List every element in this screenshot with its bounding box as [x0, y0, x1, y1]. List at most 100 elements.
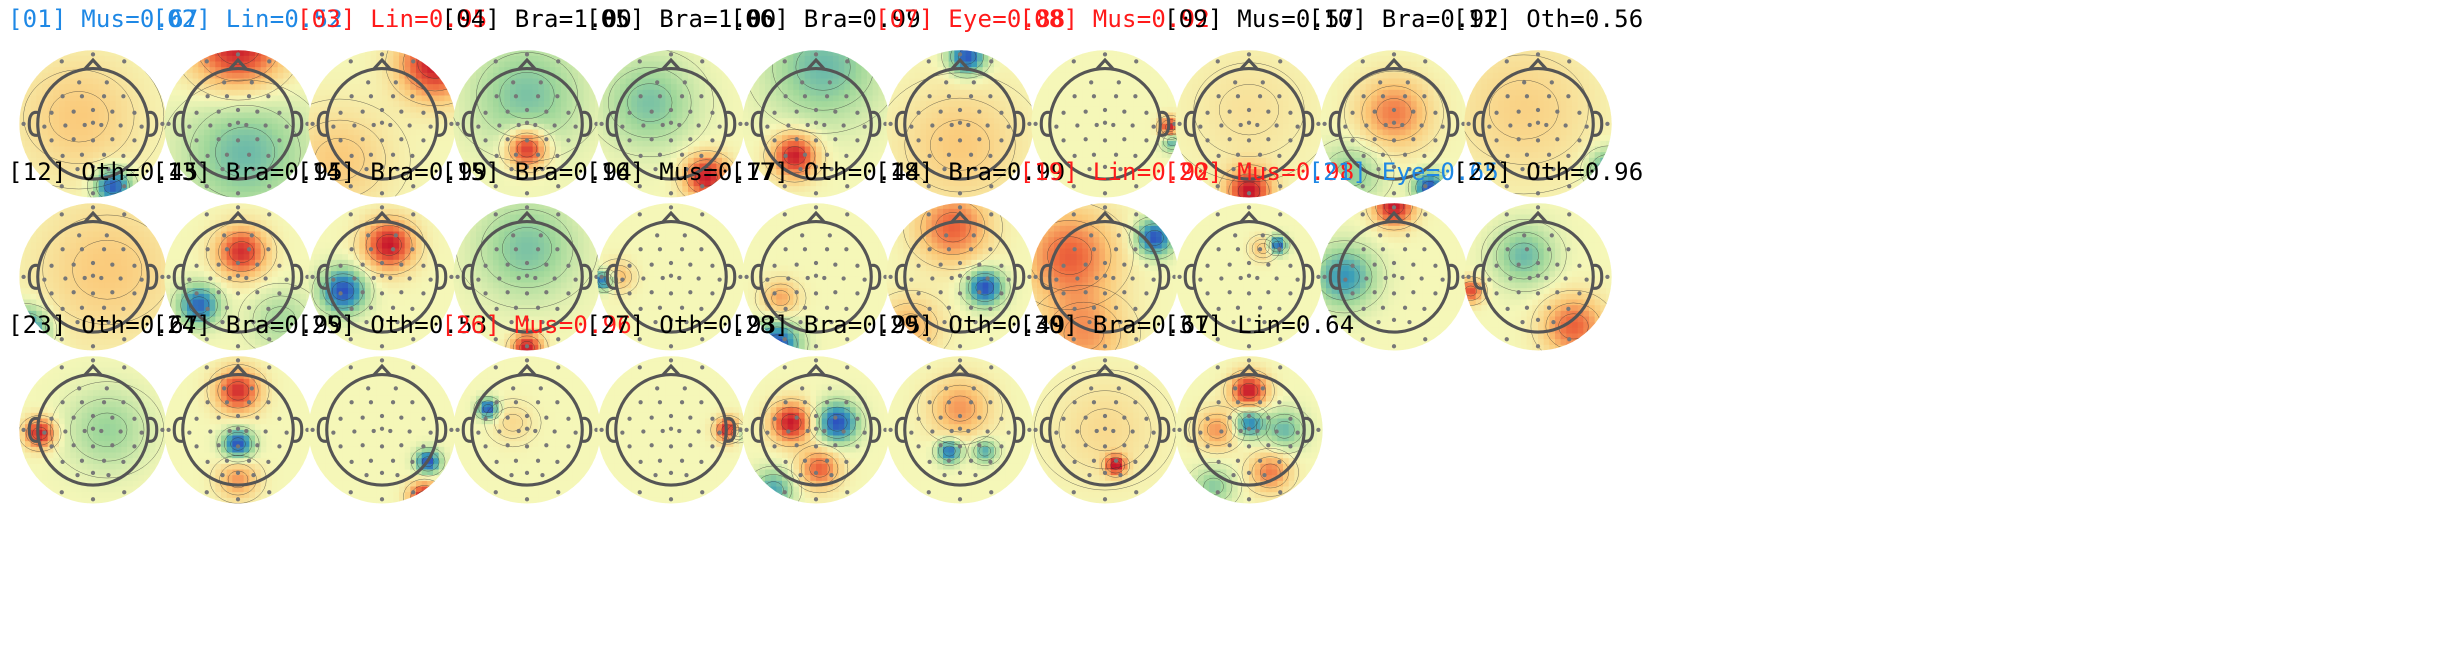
electrode-dot [1143, 444, 1149, 449]
component-panel: [18] Bra=0.99 [875, 157, 1100, 379]
scalp-topomap [886, 203, 1034, 351]
electrode-dot [1094, 122, 1099, 128]
electrode-dot [989, 365, 994, 370]
head-outline [469, 220, 584, 334]
electrode-dot [379, 444, 385, 449]
electrode-dot [428, 430, 433, 435]
electrode-dot [75, 320, 80, 325]
electrode-dot [771, 291, 777, 296]
electrode-dot [421, 444, 426, 449]
nose-marker [1383, 210, 1404, 224]
electrode-dot [1088, 80, 1093, 85]
electrode-dot [988, 306, 993, 312]
electrode-dot [204, 490, 209, 495]
electrode-dot [122, 212, 127, 217]
electrode-dot [668, 497, 674, 502]
electrode-dot [482, 263, 488, 268]
electrode-dot [782, 400, 788, 405]
electrode-dot [1524, 305, 1530, 310]
electrode-set [599, 358, 743, 502]
electrode-dot [235, 358, 240, 363]
electrode-dot [379, 291, 385, 296]
electrode-dot [1071, 365, 1076, 370]
electrode-dot [250, 167, 256, 172]
electrode-dot [1546, 152, 1552, 157]
electrode-dot [944, 386, 949, 391]
electrode-dot [1246, 317, 1252, 323]
electrode-dot [249, 386, 254, 391]
electrode-dot [49, 138, 54, 143]
electrode-dot [677, 122, 682, 128]
electrode-dot [813, 358, 818, 363]
nose-marker [1239, 210, 1259, 224]
electrode-dot [1257, 94, 1263, 99]
electrode-dot [988, 459, 993, 465]
electrode-dot [657, 458, 663, 463]
ear-marker [894, 263, 906, 290]
electrode-dot [1006, 430, 1011, 435]
electrode-dot [813, 344, 818, 349]
electrode-dot [1132, 459, 1138, 465]
electrode-dot [539, 320, 545, 325]
head-outline [180, 67, 295, 181]
electrode-dot [538, 233, 543, 238]
electrode-dot [160, 274, 165, 279]
electrode-dot [349, 94, 354, 99]
electrode-dot [679, 458, 685, 463]
electrode-dot [1566, 153, 1571, 159]
electrode-dot [844, 490, 849, 495]
contour-lines [744, 398, 866, 504]
electrode-dot [1246, 344, 1252, 349]
electrode-dot [1535, 344, 1541, 349]
nose-marker [227, 210, 248, 224]
electrode-dot [1399, 122, 1404, 128]
electrode-dot [1460, 121, 1466, 126]
electrode-dot [101, 152, 107, 157]
electrode-dot [393, 233, 398, 238]
electrode-dot [1422, 59, 1427, 64]
electrode-dot [79, 400, 85, 405]
electrode-dot [510, 233, 515, 238]
electrode-dot [1391, 164, 1396, 170]
electrode-dot [360, 262, 365, 267]
electrode-set [1466, 205, 1610, 349]
electrode-dot [832, 137, 837, 142]
component-label: [18] Bra=0.99 [875, 157, 1065, 187]
electrode-dot [90, 138, 96, 143]
electrode-dot [861, 277, 867, 282]
electrode-dot [254, 443, 259, 448]
electrode-dot [221, 80, 226, 85]
electrode-dot [1071, 337, 1076, 342]
electrode-dot [106, 167, 111, 172]
electrode-dot [254, 109, 259, 114]
electrode-dot [682, 386, 687, 391]
head-outline [758, 373, 873, 487]
electrode-dot [59, 365, 64, 370]
electrode-dot [649, 290, 654, 295]
electrode-dot [524, 317, 529, 323]
electrode-dot [1551, 320, 1556, 325]
electrode-dot [1555, 262, 1560, 267]
electrode-dot [1360, 247, 1366, 252]
electrode-dot [942, 473, 947, 478]
electrode-dot [1227, 443, 1232, 448]
electrode-dot [364, 167, 369, 172]
electrode-dot [1132, 153, 1138, 159]
electrode-dot [1088, 233, 1093, 238]
electrode-dot [638, 94, 643, 99]
head-outline [469, 373, 584, 487]
electrode-dot [599, 427, 604, 432]
electrode-dot [1083, 415, 1088, 420]
electrode-dot [1113, 152, 1118, 157]
electrode-dot [283, 430, 289, 435]
electrode-dot [216, 262, 221, 267]
electrode-dot [999, 416, 1004, 421]
electrode-dot [1246, 470, 1252, 476]
electrode-dot [204, 459, 210, 465]
electrode-dot [1150, 124, 1156, 129]
electrode-dot [738, 427, 743, 432]
electrode-dot [79, 247, 85, 252]
electrode-dot [1295, 430, 1300, 435]
electrode-dot [246, 305, 251, 310]
electrode-dot [813, 138, 818, 143]
